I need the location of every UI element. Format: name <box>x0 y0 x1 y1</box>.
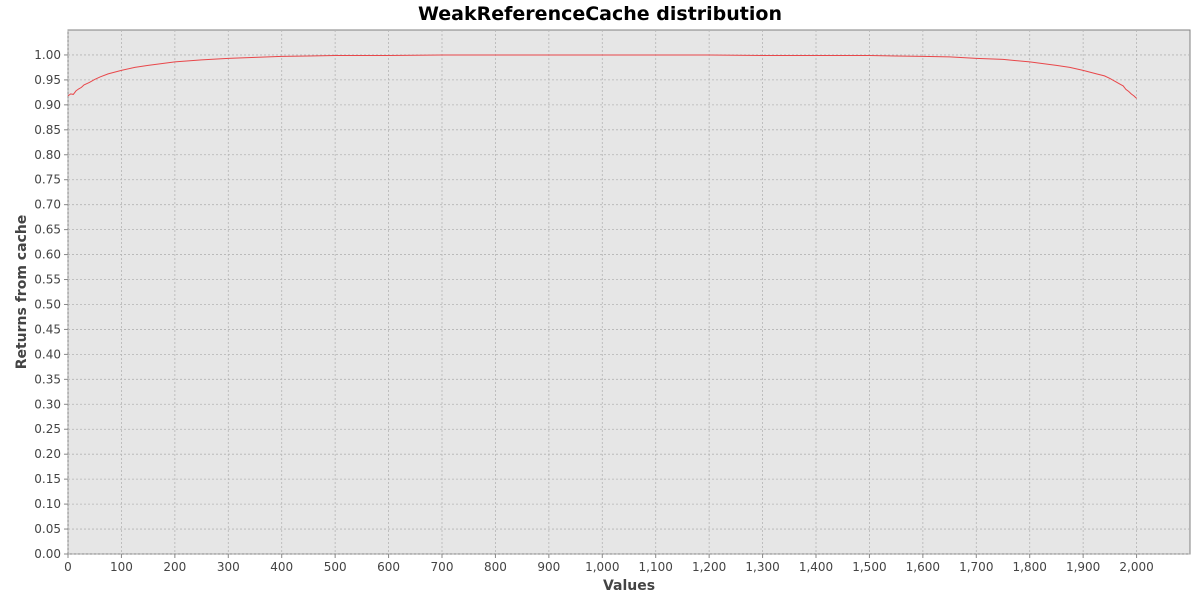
x-tick-label: 1,800 <box>1013 560 1047 574</box>
x-tick-label: 1,400 <box>799 560 833 574</box>
x-tick-label: 300 <box>217 560 240 574</box>
x-tick-label: 400 <box>270 560 293 574</box>
x-tick-label: 1,600 <box>906 560 940 574</box>
x-tick-label: 600 <box>377 560 400 574</box>
y-tick-label: 0.60 <box>34 248 61 262</box>
y-tick-label: 0.70 <box>34 198 61 212</box>
y-tick-label: 0.15 <box>34 472 61 486</box>
y-tick-label: 0.05 <box>34 522 61 536</box>
x-tick-label: 1,500 <box>852 560 886 574</box>
y-tick-label: 0.00 <box>34 547 61 561</box>
y-tick-label: 0.95 <box>34 73 61 87</box>
x-tick-label: 800 <box>484 560 507 574</box>
x-tick-label: 1,900 <box>1066 560 1100 574</box>
y-tick-label: 0.45 <box>34 322 61 336</box>
y-tick-label: 0.25 <box>34 422 61 436</box>
y-axis-label: Returns from cache <box>14 215 30 370</box>
chart-title: WeakReferenceCache distribution <box>418 3 782 25</box>
series-layer <box>67 54 1137 99</box>
x-tick-label: 900 <box>537 560 560 574</box>
y-tick-label: 0.50 <box>34 297 61 311</box>
y-tick-label: 0.75 <box>34 173 61 187</box>
x-axis-label: Values <box>603 578 655 594</box>
y-tick-label: 0.40 <box>34 347 61 361</box>
y-tick-label: 0.55 <box>34 273 61 287</box>
y-tick-label: 0.35 <box>34 372 61 386</box>
x-tick-label: 0 <box>64 560 72 574</box>
y-tick-label: 0.80 <box>34 148 61 162</box>
series-line <box>67 54 1137 99</box>
x-tick-label: 500 <box>324 560 347 574</box>
x-tick-label: 1,100 <box>639 560 673 574</box>
y-tick-label: 0.90 <box>34 98 61 112</box>
x-tick-label: 700 <box>431 560 454 574</box>
y-tick-label: 0.10 <box>34 497 61 511</box>
plot-area <box>67 29 1191 555</box>
axis-ticks: 0 100 200 300 400 500 600 700 800 900 1,000 1,100 1,… <box>34 48 1153 574</box>
x-tick-label: 1,000 <box>585 560 619 574</box>
grid-lines <box>67 30 1190 555</box>
x-tick-label: 100 <box>110 560 133 574</box>
x-tick-label: 1,700 <box>959 560 993 574</box>
x-tick-label: 1,300 <box>745 560 779 574</box>
y-tick-label: 0.65 <box>34 223 61 237</box>
y-tick-label: 1.00 <box>34 48 61 62</box>
y-tick-label: 0.20 <box>34 447 61 461</box>
x-tick-label: 2,000 <box>1119 560 1153 574</box>
y-tick-label: 0.30 <box>34 397 61 411</box>
x-tick-label: 1,200 <box>692 560 726 574</box>
y-tick-label: 0.85 <box>34 123 61 137</box>
x-tick-label: 200 <box>163 560 186 574</box>
